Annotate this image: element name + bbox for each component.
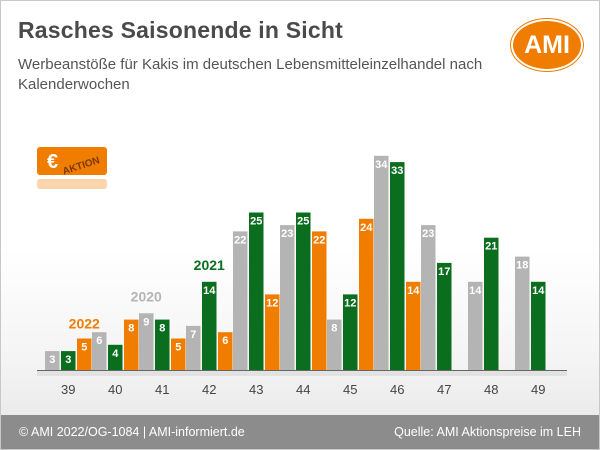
bar-2021-43 (249, 212, 264, 370)
bar-2021-46 (390, 162, 405, 370)
ami-logo: AMI (511, 19, 583, 71)
bar-2020-49 (515, 256, 530, 370)
data-label-2021-47: 17 (438, 266, 450, 278)
bar-2020-44 (280, 225, 295, 370)
bar-2021-47 (437, 262, 452, 370)
data-label-2022-46: 14 (407, 285, 420, 297)
chart-title: Rasches Saisonende in Sicht (18, 17, 343, 43)
data-label-2022-41: 5 (175, 342, 181, 354)
x-tick-label-40: 40 (108, 382, 122, 397)
data-label-2020-39: 3 (49, 354, 55, 366)
data-label-2021-49: 14 (532, 285, 545, 297)
data-label-2020-44: 23 (281, 228, 293, 240)
bar-2020-40 (92, 332, 107, 370)
data-label-2021-45: 12 (344, 297, 356, 309)
data-label-2022-44: 22 (313, 234, 325, 246)
x-tick-label-39: 39 (61, 382, 75, 397)
data-label-2021-44: 25 (297, 216, 309, 228)
data-label-2020-40: 6 (96, 335, 102, 347)
bar-2020-47 (421, 225, 436, 370)
bar-2021-42 (202, 281, 217, 370)
bar-2020-39 (45, 351, 60, 370)
bar-2022-45 (359, 218, 374, 370)
data-label-2021-40: 4 (112, 348, 119, 360)
data-label-2021-46: 33 (391, 165, 403, 177)
bar-2020-45 (327, 319, 342, 370)
data-label-2020-49: 18 (516, 260, 528, 272)
bar-2022-39 (77, 338, 92, 370)
bar-2020-48 (468, 281, 483, 370)
bar-2022-41 (171, 338, 186, 370)
x-tick-label-43: 43 (249, 382, 263, 397)
bar-2021-41 (155, 319, 170, 370)
bar-2021-39 (61, 351, 76, 370)
x-tick-label-45: 45 (343, 382, 357, 397)
x-tick-label-49: 49 (531, 382, 545, 397)
bar-2020-43 (233, 231, 248, 370)
x-tick-label-48: 48 (484, 382, 498, 397)
footer: © AMI 2022/OG-1084 | AMI-informiert.de Q… (1, 415, 599, 449)
bar-2022-40 (124, 319, 139, 370)
bar-2021-40 (108, 344, 123, 370)
footer-copyright: © AMI 2022/OG-1084 | AMI-informiert.de (19, 425, 245, 439)
bar-2020-41 (139, 313, 154, 370)
data-label-2022-39: 5 (81, 342, 87, 354)
series-label-2022: 2022 (69, 316, 100, 332)
x-tick-label-42: 42 (202, 382, 216, 397)
bar-2021-45 (343, 294, 358, 370)
bar-chart: 3 353964840985417146422225124323252244812… (37, 155, 567, 397)
x-tick-label-44: 44 (296, 382, 310, 397)
badge-euro: € (47, 151, 58, 173)
chart-floor (37, 370, 567, 376)
x-tick-label-41: 41 (155, 382, 169, 397)
data-label-2021-41: 8 (159, 323, 165, 335)
series-label-2021: 2021 (194, 257, 225, 273)
bar-2021-48 (484, 237, 499, 370)
chart-subtitle: Werbeanstöße für Kakis im deutschen Lebe… (18, 56, 483, 93)
data-label-2021-39: 3 (65, 354, 71, 366)
data-label-2021-48: 21 (485, 241, 497, 253)
data-label-2022-42: 6 (222, 335, 228, 347)
data-label-2020-41: 9 (143, 316, 149, 328)
bar-2022-46 (406, 281, 421, 370)
bar-2021-44 (296, 212, 311, 370)
bar-2022-42 (218, 332, 233, 370)
aktion-badge-icon: € AKTION (37, 147, 107, 189)
data-label-2020-46: 34 (375, 159, 388, 171)
data-label-2020-48: 14 (469, 285, 482, 297)
data-label-2022-40: 8 (128, 323, 134, 335)
bar-2022-43 (265, 294, 280, 370)
data-label-2022-43: 12 (266, 297, 278, 309)
data-label-2020-43: 22 (234, 234, 246, 246)
bar-2020-42 (186, 325, 201, 370)
x-tick-label-47: 47 (437, 382, 451, 397)
footer-source: Quelle: AMI Aktionspreise im LEH (394, 425, 581, 439)
data-label-2020-45: 8 (331, 323, 337, 335)
data-label-2020-42: 7 (190, 329, 196, 341)
bar-2021-49 (531, 281, 546, 370)
bar-2020-46 (374, 155, 389, 370)
bar-2022-44 (312, 231, 327, 370)
series-label-2020: 2020 (131, 288, 162, 304)
data-label-2021-42: 14 (203, 285, 216, 297)
x-tick-label-46: 46 (390, 382, 404, 397)
data-label-2021-43: 25 (250, 216, 262, 228)
data-label-2022-45: 24 (360, 222, 373, 234)
data-label-2020-47: 23 (422, 228, 434, 240)
